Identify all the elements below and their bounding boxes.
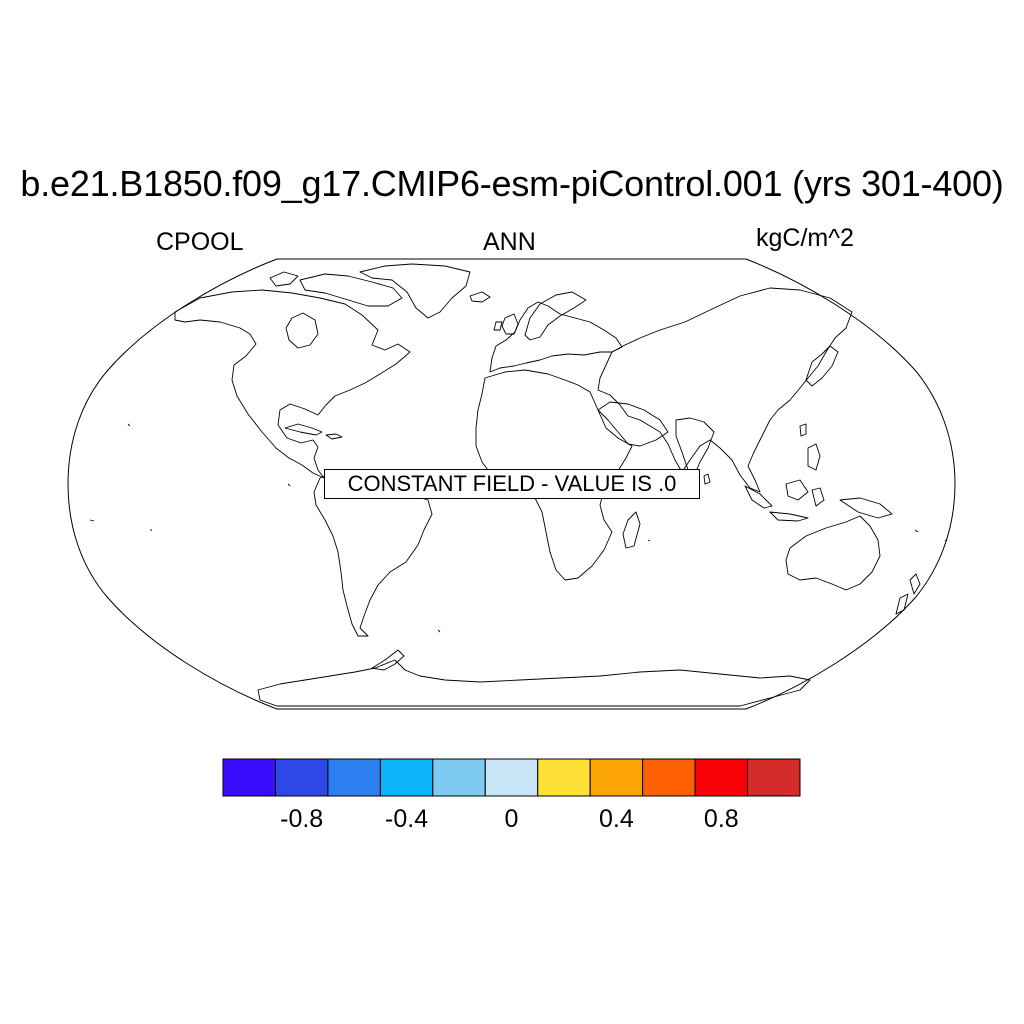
- colorbar-swatch: [222, 758, 276, 797]
- colorbar-swatch: [642, 758, 696, 797]
- colorbar-tick-label: -0.4: [385, 805, 428, 833]
- colorbar-tick-label: 0.8: [704, 805, 739, 833]
- colorbar-swatch: [537, 758, 591, 797]
- asia-coastline: [597, 287, 853, 493]
- units-label: kgC/m^2: [756, 224, 854, 252]
- greenland-coastline: [359, 263, 471, 319]
- colorbar-swatch: [589, 758, 644, 797]
- india: [675, 417, 715, 477]
- arabian-peninsula: [597, 401, 669, 447]
- colorbar-swatch: [379, 758, 434, 797]
- madagascar: [622, 511, 641, 549]
- map-frame: [67, 258, 956, 710]
- antarctica-coastline: [257, 659, 811, 707]
- colorbar-tick-label: 0.4: [599, 805, 634, 833]
- colorbar-swatch: [747, 758, 801, 797]
- philippines: [807, 443, 821, 471]
- antarctic-peninsula: [371, 649, 405, 671]
- variable-label: CPOOL: [156, 228, 244, 256]
- colorbar-swatch: [432, 758, 486, 797]
- north-america-coastline: [174, 289, 411, 479]
- colorbar-swatch: [327, 758, 381, 797]
- page-title: b.e21.B1850.f09_g17.CMIP6-esm-piControl.…: [20, 163, 1004, 204]
- season-label: ANN: [483, 228, 536, 256]
- sri-lanka-taiwan: [703, 423, 807, 485]
- constant-field-notice: CONSTANT FIELD - VALUE IS .0: [324, 469, 700, 499]
- arctic-islands: [299, 273, 403, 307]
- colorbar-tick-label: -0.8: [280, 805, 323, 833]
- pacific-islands: [89, 423, 948, 633]
- indonesia: [744, 479, 893, 522]
- caribbean-islands: [284, 423, 343, 440]
- british-isles: [493, 313, 519, 335]
- australia-coastline: [785, 515, 881, 591]
- colorbar-swatch: [274, 758, 329, 797]
- colorbar-swatch: [694, 758, 749, 797]
- hudson-bay: [285, 312, 319, 349]
- colorbar-swatch: [484, 758, 539, 797]
- scandinavia: [524, 291, 587, 341]
- iceland: [469, 291, 491, 303]
- new-zealand: [895, 573, 921, 615]
- colorbar-tick-label: 0: [505, 805, 519, 833]
- japan: [805, 345, 839, 387]
- arctic-islands-2: [269, 271, 299, 287]
